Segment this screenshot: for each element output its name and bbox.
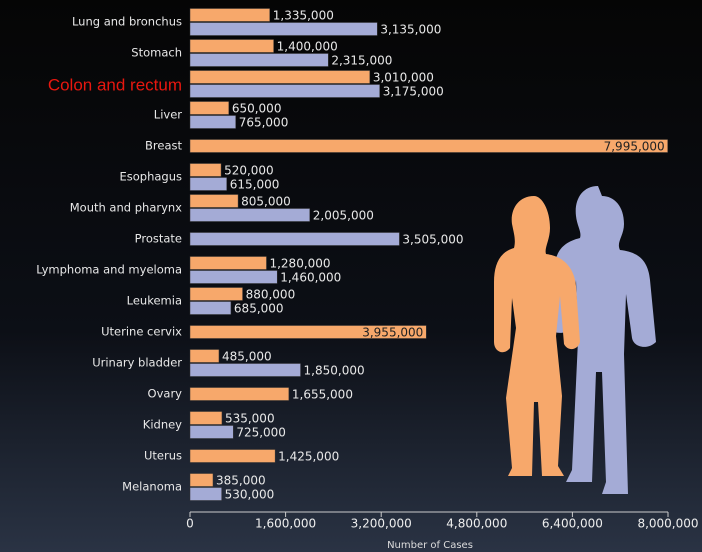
category-label: Colon and rectum [48, 75, 182, 94]
category-label: Lymphoma and myeloma [36, 263, 182, 277]
value-label: 3,135,000 [380, 23, 441, 37]
category-label: Prostate [135, 232, 182, 246]
value-label: 3,010,000 [373, 71, 434, 85]
category-label: Uterine cervix [101, 325, 182, 339]
value-label: 2,315,000 [331, 54, 392, 68]
bar [190, 257, 266, 270]
x-tick-label: 4,800,000 [446, 517, 507, 531]
bar [190, 288, 243, 301]
bar [190, 271, 277, 284]
value-label: 880,000 [246, 288, 296, 302]
bar [190, 140, 668, 153]
category-label: Uterus [144, 449, 182, 463]
bar [190, 364, 301, 377]
bar [190, 23, 377, 36]
bar [190, 209, 310, 222]
bar [190, 164, 221, 177]
category-label: Esophagus [119, 170, 182, 184]
value-label: 685,000 [234, 302, 284, 316]
x-tick-label: 3,200,000 [351, 517, 412, 531]
value-label: 725,000 [236, 426, 286, 440]
value-label: 3,175,000 [383, 85, 444, 99]
bar [190, 40, 274, 53]
category-label: Kidney [143, 418, 182, 432]
x-axis-title: Number of Cases [387, 540, 473, 551]
category-label: Liver [154, 108, 182, 122]
bar [190, 85, 380, 98]
category-label: Mouth and pharynx [70, 201, 182, 215]
value-label: 805,000 [241, 195, 291, 209]
value-label: 1,655,000 [292, 388, 353, 402]
bar [190, 116, 236, 129]
value-label: 535,000 [225, 412, 275, 426]
category-label: Stomach [131, 46, 182, 60]
value-label: 3,955,000 [362, 326, 423, 340]
bar [190, 9, 270, 22]
chart: Number of Cases 0 1,600,000 3,200,000 4,800… [0, 0, 702, 552]
bar [190, 233, 399, 246]
value-label: 485,000 [222, 350, 272, 364]
x-tick-label: 1,600,000 [255, 517, 316, 531]
value-label: 650,000 [232, 102, 282, 116]
value-label: 1,460,000 [280, 271, 341, 285]
value-label: 1,850,000 [304, 364, 365, 378]
value-label: 7,995,000 [604, 140, 665, 154]
bar [190, 426, 233, 439]
category-label: Lung and bronchus [72, 15, 182, 29]
category-label: Breast [145, 139, 182, 153]
bar [190, 195, 238, 208]
bar [190, 388, 289, 401]
bar [190, 71, 370, 84]
bar [190, 102, 229, 115]
x-tick-label: 8,000,000 [637, 517, 698, 531]
category-label: Melanoma [122, 480, 182, 494]
value-label: 1,400,000 [277, 40, 338, 54]
value-label: 385,000 [216, 474, 266, 488]
value-label: 530,000 [225, 488, 275, 502]
category-label: Ovary [148, 387, 183, 401]
value-label: 765,000 [239, 116, 289, 130]
value-label: 520,000 [224, 164, 274, 178]
value-label: 3,505,000 [402, 233, 463, 247]
bar [190, 54, 328, 67]
value-label: 2,005,000 [313, 209, 374, 223]
value-label: 1,280,000 [269, 257, 330, 271]
category-label: Leukemia [127, 294, 182, 308]
x-tick-label: 0 [186, 517, 194, 531]
bar [190, 450, 275, 463]
x-tick-label: 6,400,000 [542, 517, 603, 531]
bar [190, 474, 213, 487]
bar [190, 488, 222, 501]
bar [190, 302, 231, 315]
bar [190, 350, 219, 363]
value-label: 1,425,000 [278, 450, 339, 464]
value-label: 615,000 [230, 178, 280, 192]
category-label: Urinary bladder [92, 356, 182, 370]
value-label: 1,335,000 [273, 9, 334, 23]
bar [190, 412, 222, 425]
page: {"chart_data": {"type": "hbar", "categor… [0, 0, 702, 552]
bar [190, 178, 227, 191]
